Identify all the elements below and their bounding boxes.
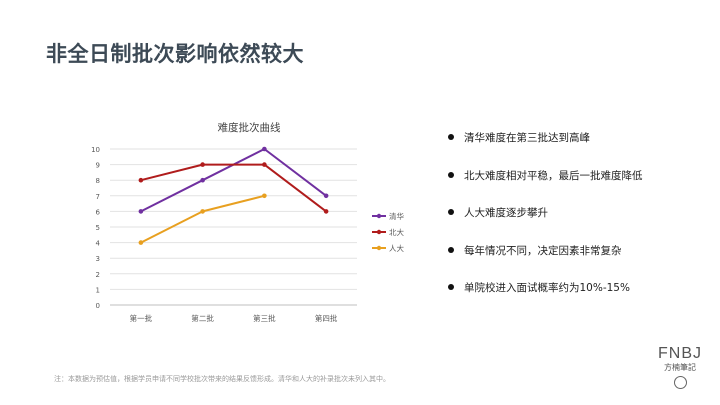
legend-marker — [376, 213, 382, 219]
legend-label: 人大 — [389, 243, 404, 253]
data-point — [138, 209, 144, 214]
brand-logo: FNBJ 方楠筆記 — [650, 346, 710, 389]
y-tick-label: 8 — [96, 177, 100, 185]
y-tick-label: 3 — [96, 255, 100, 263]
y-axis: 0 1 2 3 4 5 6 7 8 9 10 — [91, 146, 100, 310]
data-point — [323, 193, 329, 199]
bullet-dot-icon — [448, 284, 454, 290]
x-tick-label: 第四批 — [315, 313, 338, 323]
series-line — [140, 163, 327, 213]
footnote: 注：本数据为预估值，根据学员申请不同学校批次带来的结果反馈形成。清华和人大的补录… — [54, 375, 390, 383]
data-point — [138, 177, 144, 183]
seal-icon — [673, 376, 687, 389]
bullet-item: 每年情况不同，决定因素非常复杂 — [446, 243, 643, 281]
bullet-item: 单院校进入面试概率约为10%-15% — [446, 280, 643, 318]
data-point — [138, 240, 144, 245]
x-tick-label: 第三批 — [253, 313, 276, 323]
bullet-dot-icon — [448, 134, 454, 140]
data-point — [262, 162, 267, 167]
data-point — [262, 193, 267, 199]
y-tick-label: 10 — [91, 146, 100, 154]
data-point — [200, 162, 205, 167]
logo-wordmark: FNBJ — [658, 345, 702, 362]
slide-title: 非全日制批次影响依然较大 — [46, 42, 304, 66]
x-tick-label: 第一批 — [130, 313, 153, 323]
y-tick-label: 4 — [96, 240, 101, 248]
data-point — [323, 209, 329, 214]
y-tick-label: 9 — [96, 162, 100, 170]
bullet-dot-icon — [448, 246, 454, 253]
chart-series — [138, 146, 329, 245]
chart-title: 难度批次曲线 — [218, 121, 281, 134]
y-tick-label: 7 — [96, 193, 100, 201]
y-tick-label: 1 — [96, 286, 100, 294]
chart-gridlines — [110, 148, 357, 306]
y-tick-label: 5 — [96, 224, 100, 232]
x-tick-label: 第二批 — [191, 313, 214, 323]
bullet-dot-icon — [448, 209, 454, 215]
y-tick-label: 6 — [96, 208, 101, 216]
bullet-item: 清华难度在第三批达到高峰 — [446, 130, 643, 168]
logo-subtitle: 方楠筆記 — [664, 363, 696, 372]
y-tick-label: 2 — [96, 271, 100, 279]
bullet-dot-icon — [448, 171, 454, 178]
y-tick-label: 0 — [96, 302, 100, 310]
legend-label: 清华 — [389, 211, 404, 221]
legend-marker — [376, 229, 382, 235]
legend-marker — [376, 245, 382, 251]
data-point — [200, 209, 205, 214]
bullet-item: 北大难度相对平稳，最后一批难度降低 — [446, 168, 643, 206]
data-point — [200, 177, 205, 183]
legend-label: 北大 — [389, 227, 404, 237]
x-axis: 第一批 第二批 第三批 第四批 — [130, 313, 338, 323]
bullet-list: 清华难度在第三批达到高峰 北大难度相对平稳，最后一批难度降低 人大难度逐步攀升 … — [446, 130, 643, 318]
bullet-item: 人大难度逐步攀升 — [446, 205, 643, 243]
data-point — [262, 146, 267, 152]
